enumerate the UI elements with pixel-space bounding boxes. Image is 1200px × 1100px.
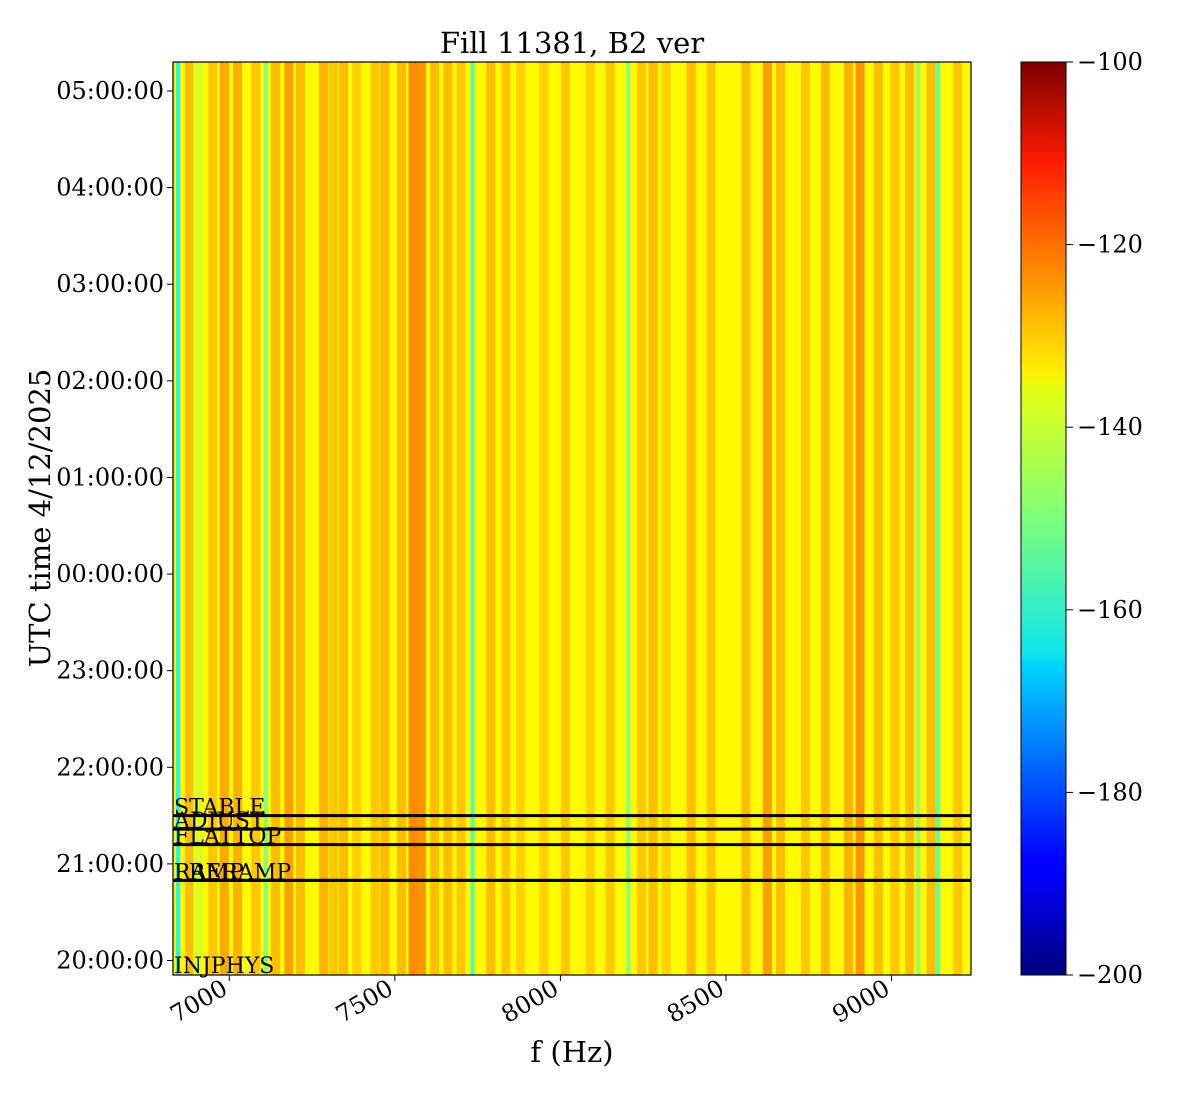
colorbar-tick-label: −120: [1077, 231, 1143, 259]
heatmap-band: [295, 62, 305, 975]
heatmap-band: [890, 62, 900, 975]
y-tick-label: 22:00:00: [56, 753, 164, 781]
heatmap-band: [626, 62, 631, 975]
y-tick-label: 21:00:00: [56, 850, 164, 878]
heatmap-band: [741, 62, 751, 975]
colorbar-tick-label: −100: [1077, 48, 1143, 76]
heatmap-band: [263, 62, 268, 975]
y-axis-ticks: 20:00:00 21:00:00 22:00:00 23:00:00 00:00:00…: [56, 77, 173, 975]
heatmap-band: [193, 62, 203, 975]
heatmap-band: [470, 62, 475, 975]
heatmap-band: [185, 62, 195, 975]
heatmap-band: [284, 62, 294, 975]
heatmap-band: [800, 62, 810, 975]
heatmap-band: [916, 62, 921, 975]
y-tick-label: 23:00:00: [56, 657, 164, 685]
heatmap-band: [855, 62, 865, 975]
annotation-label: RAMP: [174, 860, 244, 885]
colorbar-tick-label: −140: [1077, 413, 1143, 441]
heatmap-band: [370, 62, 380, 975]
colorbar-tick-label: −180: [1077, 778, 1143, 806]
heatmap-band: [408, 62, 418, 975]
heatmap-band: [501, 62, 511, 975]
annotation-lines: [173, 814, 971, 882]
annotation-label: FLATTOP: [174, 825, 281, 850]
heatmap-background: [173, 62, 971, 975]
heatmap-band: [585, 62, 595, 975]
heatmap-band: [486, 62, 496, 975]
heatmap-band: [560, 62, 570, 975]
heatmap-area: [173, 62, 971, 975]
heatmap-band: [648, 62, 658, 975]
annotation-label: ADJUST: [173, 809, 265, 834]
heatmap-band: [843, 62, 853, 975]
heatmap-band: [319, 62, 329, 975]
heatmap-band: [329, 62, 339, 975]
y-tick-label: 20:00:00: [56, 947, 164, 975]
heatmap-band: [935, 62, 940, 975]
heatmap-band: [443, 62, 453, 975]
y-axis-label: UTC time 4/12/2025: [23, 369, 57, 668]
heatmap-band: [820, 62, 830, 975]
heatmap-band: [456, 62, 466, 975]
heatmap-bands: [175, 62, 963, 975]
x-tick-label: 9000: [828, 974, 895, 1029]
x-axis-label: f (Hz): [530, 1035, 613, 1069]
heatmap-band: [706, 62, 716, 975]
colorbar: [1020, 61, 1067, 976]
plot-frame: [172, 61, 972, 976]
y-tick-label: 00:00:00: [56, 560, 164, 588]
annotation-label: PRERAMP: [174, 860, 291, 885]
heatmap-band: [380, 62, 390, 975]
y-tick-label: 03:00:00: [56, 270, 164, 298]
heatmap-band: [416, 62, 426, 975]
heatmap-band: [175, 62, 180, 975]
y-tick-label: 02:00:00: [56, 367, 164, 395]
heatmap-band: [686, 62, 696, 975]
y-tick-label: 04:00:00: [56, 174, 164, 202]
heatmap-band: [637, 62, 647, 975]
x-tick-label: 8500: [662, 974, 729, 1029]
heatmap-band: [251, 62, 261, 975]
heatmap-band: [762, 62, 772, 975]
y-tick-label: 05:00:00: [56, 77, 164, 105]
x-tick-label: 7000: [165, 974, 232, 1029]
chart-title: Fill 11381, B2 ver: [440, 26, 704, 60]
x-tick-label: 8000: [497, 974, 564, 1029]
heatmap-band: [430, 62, 440, 975]
colorbar-tick-label: −200: [1077, 961, 1143, 989]
heatmap-band: [926, 62, 936, 975]
colorbar-tick-label: −160: [1077, 596, 1143, 624]
heatmap-band: [905, 62, 915, 975]
heatmap-band: [605, 62, 615, 975]
colorbar-ticks: −100 −120 −140 −160 −180 −200: [1066, 48, 1143, 989]
heatmap-band: [271, 62, 281, 975]
x-tick-label: 7500: [331, 974, 398, 1029]
annotation-label: STABLE: [174, 796, 265, 821]
heatmap-band: [661, 62, 671, 975]
heatmap-band: [953, 62, 963, 975]
heatmap-band: [208, 62, 218, 975]
heatmap-band: [352, 62, 362, 975]
heatmap-band: [233, 62, 243, 975]
heatmap-band: [539, 62, 549, 975]
heatmap-band: [219, 62, 229, 975]
heatmap-band: [339, 62, 349, 975]
x-axis-ticks: 7000 7500 8000 8500 9000: [165, 974, 894, 1029]
heatmap-band: [873, 62, 883, 975]
heatmap-band: [396, 62, 406, 975]
heatmap-band: [776, 62, 786, 975]
y-tick-label: 01:00:00: [56, 463, 164, 491]
heatmap-band: [516, 62, 526, 975]
